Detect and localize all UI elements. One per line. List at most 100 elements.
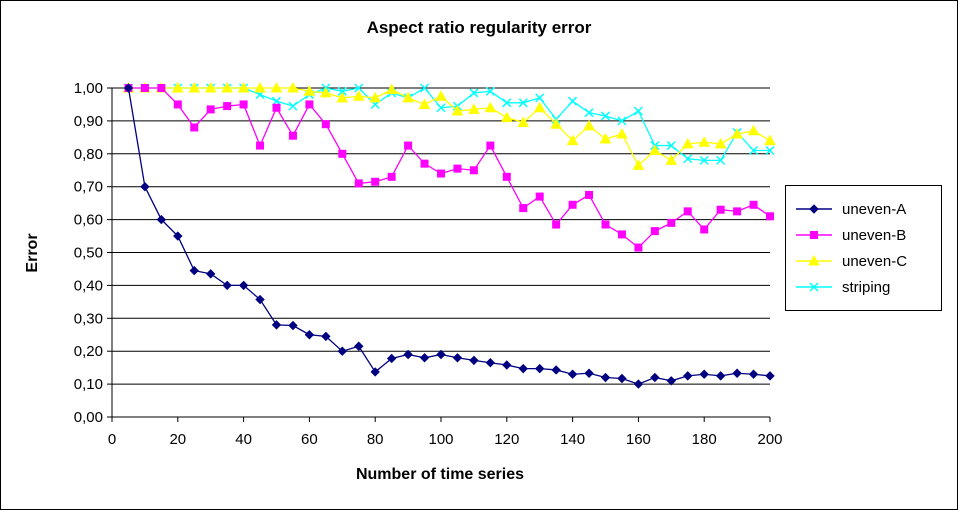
data-point-uneven-c: [533, 101, 546, 113]
data-point-uneven-c: [500, 111, 513, 123]
x-axis-label: Number of time series: [355, 466, 525, 483]
data-point-uneven-b: [256, 141, 265, 150]
y-tick-label: 0,00: [74, 409, 103, 426]
data-point-uneven-c: [369, 91, 382, 103]
data-point-uneven-a: [502, 360, 512, 370]
x-tick-label: 160: [626, 431, 651, 448]
data-point-uneven-b: [733, 207, 742, 216]
data-point-uneven-a: [485, 358, 496, 368]
data-point-uneven-a: [238, 280, 249, 291]
data-point-uneven-b: [190, 123, 199, 132]
x-tick-label: 180: [692, 431, 717, 448]
series-line-striping: [128, 87, 770, 162]
y-tick-label: 0,30: [74, 310, 103, 327]
data-point-uneven-a: [403, 349, 413, 360]
data-point-uneven-c: [550, 118, 562, 129]
data-point-uneven-c: [352, 90, 365, 101]
data-point-uneven-a: [337, 346, 348, 356]
x-tick-label: 40: [235, 431, 252, 448]
y-tick-label: 0,70: [74, 179, 103, 196]
data-point-striping: [535, 93, 545, 103]
data-point-striping: [699, 155, 709, 165]
legend-label: uneven-B: [842, 226, 907, 244]
data-point-uneven-c: [237, 81, 250, 93]
data-point-uneven-c: [171, 81, 184, 93]
data-point-uneven-b: [453, 164, 462, 173]
legend-item-striping: striping: [794, 276, 890, 298]
data-point-uneven-c: [385, 83, 398, 95]
data-point-uneven-c: [303, 85, 316, 96]
data-point-uneven-b: [321, 120, 330, 129]
chart-title: Aspect ratio regularity error: [366, 18, 592, 37]
data-point-uneven-a: [567, 369, 578, 379]
data-point-uneven-c: [764, 134, 776, 146]
data-point-uneven-a: [255, 294, 265, 305]
data-point-striping: [485, 86, 495, 96]
x-tick-label: 140: [560, 431, 585, 448]
data-point-uneven-b: [601, 220, 610, 229]
data-point-uneven-a: [765, 371, 775, 381]
data-point-uneven-a: [386, 353, 397, 364]
data-point-uneven-b: [568, 200, 577, 209]
data-point-uneven-b: [634, 243, 643, 252]
data-point-striping: [420, 83, 430, 93]
data-point-uneven-c: [221, 81, 233, 93]
data-point-uneven-b: [420, 159, 429, 168]
data-point-uneven-b: [700, 225, 709, 234]
data-point-uneven-c: [320, 86, 332, 98]
data-point-striping: [765, 145, 775, 156]
data-point-uneven-a: [370, 367, 380, 377]
data-point-uneven-b: [239, 100, 248, 109]
data-point-uneven-c: [402, 91, 414, 103]
series-line-uneven-b: [128, 87, 771, 249]
data-point-uneven-b: [371, 177, 380, 186]
y-tick-label: 0,50: [74, 245, 103, 262]
y-tick-label: 0,10: [74, 376, 103, 393]
data-point-uneven-c: [204, 81, 217, 93]
y-tick-label: 0,60: [74, 212, 103, 229]
data-point-uneven-b: [469, 166, 478, 175]
data-point-uneven-a: [600, 372, 611, 383]
data-point-uneven-a: [650, 372, 660, 383]
data-point-uneven-c: [583, 119, 595, 131]
data-point-uneven-b: [404, 141, 413, 150]
y-tick-label: 0,40: [74, 277, 103, 294]
data-point-striping: [617, 116, 627, 126]
data-point-uneven-a: [699, 369, 709, 379]
legend: uneven-A uneven-B uneven-C striping: [785, 185, 942, 311]
data-point-uneven-c: [681, 137, 694, 149]
data-point-uneven-b: [437, 169, 445, 178]
data-point-uneven-c: [566, 134, 579, 146]
data-point-uneven-b: [502, 172, 511, 181]
x-tick-label: 120: [494, 431, 519, 448]
data-point-uneven-a: [304, 330, 315, 340]
x-tick-label: 100: [428, 431, 453, 448]
data-point-uneven-a: [617, 373, 627, 384]
data-point-uneven-c: [714, 137, 727, 149]
data-point-uneven-c: [731, 128, 743, 139]
data-point-uneven-c: [632, 159, 645, 170]
data-point-uneven-c: [468, 103, 480, 114]
data-point-uneven-a: [666, 376, 677, 386]
x-tick-label: 200: [757, 431, 782, 448]
data-point-striping: [666, 141, 676, 151]
data-point-uneven-b: [288, 131, 297, 140]
data-point-uneven-a: [683, 371, 693, 381]
data-point-uneven-b: [387, 172, 396, 181]
data-point-uneven-a: [173, 231, 183, 241]
data-point-striping: [469, 88, 479, 98]
legend-swatch-striping: [796, 282, 832, 292]
data-point-uneven-b: [535, 192, 544, 201]
data-point-uneven-a: [732, 368, 742, 378]
data-point-uneven-b: [206, 105, 215, 114]
data-point-uneven-a: [436, 349, 446, 360]
data-point-uneven-a: [534, 363, 545, 374]
data-point-uneven-a: [452, 353, 463, 363]
data-point-uneven-b: [585, 190, 594, 199]
data-point-uneven-b: [486, 141, 495, 150]
y-tick-label: 0,20: [74, 343, 103, 360]
data-point-uneven-a: [354, 341, 364, 351]
data-point-uneven-b: [140, 84, 149, 92]
data-point-uneven-c: [698, 136, 711, 147]
